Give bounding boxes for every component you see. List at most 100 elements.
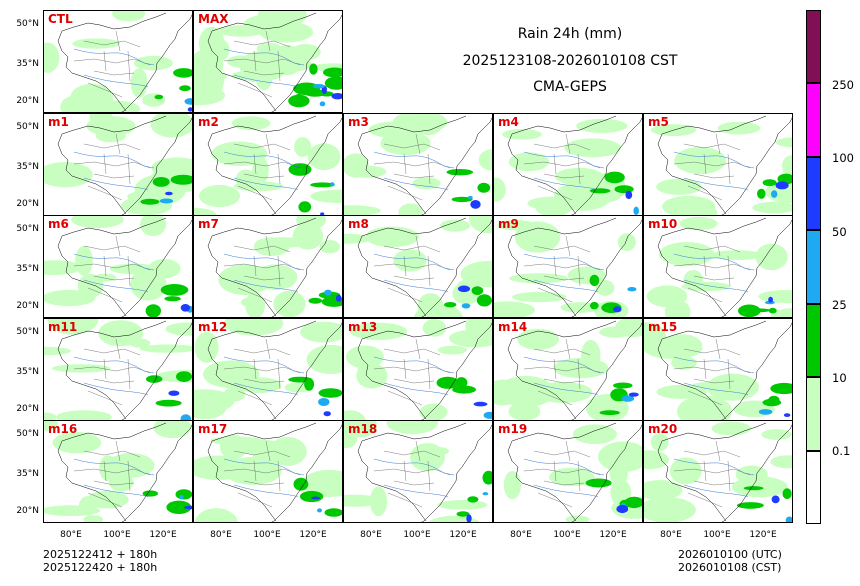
- colorbar-segment: [806, 377, 821, 451]
- rain-area-moderate: [762, 398, 782, 407]
- map-panel-m14: m14: [493, 318, 643, 421]
- rain-area-light: [770, 308, 792, 317]
- colorbar-tick-250: 250: [832, 78, 854, 92]
- rain-area-light: [252, 157, 269, 184]
- rain-area-light: [398, 203, 423, 215]
- rain-area-light: [365, 226, 419, 248]
- national-border: [507, 115, 617, 215]
- rain-area-heavy: [184, 98, 192, 105]
- rain-area-light: [71, 216, 124, 229]
- rain-area-moderate: [293, 477, 309, 491]
- rain-area-light: [294, 137, 312, 157]
- map-panel-m4: m4: [493, 113, 643, 216]
- lon-label: 80°E: [210, 530, 232, 540]
- footer-valid-utc: 2026010100 (UTC): [678, 548, 782, 561]
- rain-area-light: [194, 85, 225, 106]
- coastline: [271, 117, 342, 215]
- panel-label: m12: [198, 320, 228, 334]
- national-border: [357, 115, 467, 215]
- rain-area-light: [508, 402, 541, 420]
- rain-area-light: [344, 410, 366, 420]
- national-border: [657, 422, 767, 522]
- rain-area-light: [659, 242, 715, 267]
- rain-area-light: [150, 114, 192, 138]
- rivers: [73, 151, 155, 191]
- national-border: [57, 422, 167, 522]
- rain-area-moderate: [589, 188, 611, 194]
- rain-area-light: [494, 177, 506, 202]
- rain-area-light: [369, 486, 388, 517]
- rain-area-heavy: [627, 287, 637, 292]
- rain-area-light: [44, 260, 82, 276]
- rain-area-moderate: [762, 179, 777, 187]
- rain-area-light: [677, 395, 733, 420]
- province-boundaries: [523, 338, 601, 406]
- coastline: [421, 322, 492, 420]
- rain-area-moderate: [308, 297, 323, 304]
- rain-area-light: [130, 68, 148, 98]
- rain-area-heavy: [187, 107, 192, 112]
- colorbar-segment: [806, 303, 821, 378]
- map-panel-ctl: CTL: [43, 10, 193, 113]
- rain-area-heavy: [785, 516, 792, 522]
- national-border: [207, 115, 317, 215]
- rain-area-light: [660, 334, 703, 357]
- rain-area-light: [449, 329, 492, 348]
- coastline: [271, 322, 342, 420]
- rain-area-moderate: [768, 307, 777, 314]
- lon-label: 80°E: [60, 530, 82, 540]
- chart-period: 2025123108-2026010108 CST: [462, 53, 678, 69]
- rain-area-heavy: [771, 190, 778, 198]
- rain-area-light: [617, 233, 636, 251]
- rain-area-light: [86, 116, 136, 137]
- rain-area-light: [572, 424, 617, 445]
- colorbar-segment: [806, 83, 821, 157]
- rain-area-heavy: [180, 304, 191, 312]
- rain-area-light: [211, 141, 268, 167]
- national-border: [357, 320, 467, 420]
- rain-area-light: [310, 189, 342, 203]
- lon-label: 100°E: [703, 530, 731, 540]
- rain-area-heavy: [473, 401, 488, 407]
- rain-area-heavy: [330, 182, 335, 187]
- rain-map: [651, 115, 792, 215]
- map-panel-m17: m17: [193, 420, 343, 523]
- lat-label: 35°N: [16, 59, 39, 69]
- rain-area-light: [223, 386, 246, 402]
- rain-map: [194, 11, 342, 112]
- rain-area-light: [255, 61, 273, 91]
- rain-area-moderate: [170, 174, 192, 185]
- colorbar-segment: [806, 10, 821, 84]
- rain-area-light: [70, 83, 114, 111]
- province-boundaries: [223, 338, 301, 406]
- rain-area-light: [512, 291, 567, 303]
- lon-label: 100°E: [253, 530, 281, 540]
- coastline: [571, 117, 642, 215]
- rain-area-light: [478, 149, 492, 171]
- rain-area-light: [109, 263, 158, 275]
- panel-label: m11: [48, 320, 78, 334]
- lat-label: 35°N: [16, 162, 39, 172]
- rain-area-light: [440, 219, 471, 232]
- rain-area-light: [133, 55, 173, 71]
- national-border: [357, 217, 467, 317]
- map-panel-max: MAX: [193, 10, 343, 113]
- province-boundaries: [73, 235, 151, 303]
- rain-area-heavy: [457, 285, 471, 293]
- rain-area-light: [755, 243, 788, 271]
- map-panel-m20: m20: [643, 420, 793, 523]
- rain-area-heavy: [461, 303, 471, 309]
- lat-label: 50°N: [16, 122, 39, 132]
- rain-area-light: [494, 301, 535, 317]
- rivers: [673, 151, 755, 191]
- colorbar-tick-10: 10: [832, 371, 847, 385]
- rain-area-light: [302, 469, 342, 497]
- province-boundaries: [73, 338, 151, 406]
- rivers: [73, 48, 155, 88]
- rain-area-light: [112, 11, 145, 22]
- map-panel-m5: m5: [643, 113, 793, 216]
- panel-label: m5: [648, 115, 669, 129]
- rain-map: [494, 217, 642, 317]
- map-panel-m10: m10: [643, 215, 793, 318]
- rain-area-light: [140, 216, 167, 237]
